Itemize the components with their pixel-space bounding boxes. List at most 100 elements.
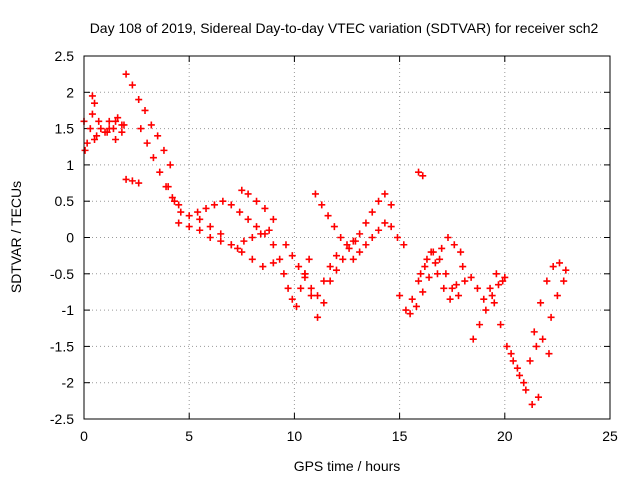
data-point	[539, 335, 547, 343]
data-point	[450, 241, 458, 249]
data-point	[122, 175, 130, 183]
data-point	[452, 281, 460, 289]
data-point	[128, 81, 136, 89]
data-point	[91, 99, 99, 107]
data-point	[492, 270, 500, 278]
data-point	[421, 263, 429, 271]
data-point	[368, 234, 376, 241]
data-point	[253, 197, 261, 205]
data-point	[284, 284, 292, 292]
data-point	[206, 234, 214, 241]
data-point	[244, 190, 252, 198]
data-point	[423, 255, 431, 263]
data-point	[91, 135, 99, 143]
data-series	[80, 70, 570, 408]
data-point	[476, 321, 484, 329]
data-point	[166, 161, 174, 169]
data-point	[459, 263, 467, 271]
data-point	[147, 121, 155, 129]
data-point	[549, 263, 557, 271]
data-point	[217, 230, 225, 238]
y-tick-label: 1	[66, 157, 74, 173]
data-point	[238, 248, 246, 256]
data-point	[343, 241, 351, 249]
data-point	[480, 295, 488, 303]
data-point	[332, 252, 340, 260]
y-axis-label: SDTVAR / TECUs	[8, 181, 24, 293]
data-point	[196, 215, 204, 223]
data-point	[486, 284, 494, 292]
data-point	[112, 117, 120, 125]
data-point	[362, 219, 370, 227]
data-point	[318, 201, 326, 209]
data-point	[280, 270, 288, 278]
data-point	[419, 288, 427, 296]
data-point	[381, 190, 389, 198]
data-point	[339, 255, 347, 263]
x-tick-label: 25	[602, 428, 618, 444]
y-tick-label: 0	[66, 230, 74, 246]
data-point	[105, 125, 113, 133]
data-point	[362, 241, 370, 249]
data-point	[156, 168, 164, 176]
data-point	[95, 117, 103, 125]
data-point	[128, 177, 136, 185]
data-point	[532, 342, 540, 350]
data-point	[219, 197, 227, 205]
data-point	[436, 255, 444, 263]
data-point	[438, 244, 446, 252]
data-point	[269, 259, 277, 267]
data-point	[259, 263, 267, 271]
data-point	[81, 146, 89, 154]
x-tick-label: 20	[497, 428, 513, 444]
y-tick-label: -2.5	[50, 411, 74, 427]
data-point	[194, 208, 202, 216]
data-point	[206, 223, 214, 231]
data-point	[141, 106, 149, 114]
data-point	[560, 277, 568, 285]
data-point	[301, 270, 309, 278]
data-point	[528, 400, 536, 408]
data-point	[265, 226, 273, 234]
data-point	[440, 284, 448, 292]
y-tick-label: -2	[62, 375, 75, 391]
data-point	[400, 241, 408, 249]
data-point	[97, 125, 105, 133]
data-point	[501, 273, 509, 281]
data-point	[417, 270, 425, 278]
data-point	[513, 364, 521, 372]
data-point	[448, 284, 456, 292]
data-point	[408, 295, 416, 303]
data-point	[345, 244, 353, 252]
data-point	[103, 128, 111, 136]
data-point	[337, 234, 345, 241]
data-point	[415, 168, 423, 176]
data-point	[227, 241, 235, 249]
data-point	[349, 255, 357, 263]
data-point	[122, 70, 130, 78]
data-point	[326, 263, 334, 271]
data-point	[368, 208, 376, 216]
data-point	[488, 292, 496, 300]
data-point	[497, 321, 505, 329]
data-point	[387, 223, 395, 231]
data-point	[543, 277, 551, 285]
data-point	[503, 342, 511, 350]
data-point	[248, 234, 256, 241]
data-point	[396, 292, 404, 300]
data-point	[461, 277, 469, 285]
data-point	[330, 223, 338, 231]
axis-ticks: -2.5 -2 -1.5 -1 -0.5 0 0.5 1 1.5 2 2.5 0 5 10 15 20 25	[50, 48, 618, 444]
data-point	[288, 252, 296, 260]
data-point	[482, 306, 490, 314]
data-point	[305, 255, 313, 263]
data-point	[137, 125, 145, 133]
data-point	[332, 266, 340, 274]
data-point	[442, 270, 450, 278]
y-tick-label: 1.5	[55, 121, 75, 137]
data-point	[326, 277, 334, 285]
data-point	[307, 292, 315, 300]
data-point	[507, 350, 515, 358]
data-point	[297, 284, 305, 292]
